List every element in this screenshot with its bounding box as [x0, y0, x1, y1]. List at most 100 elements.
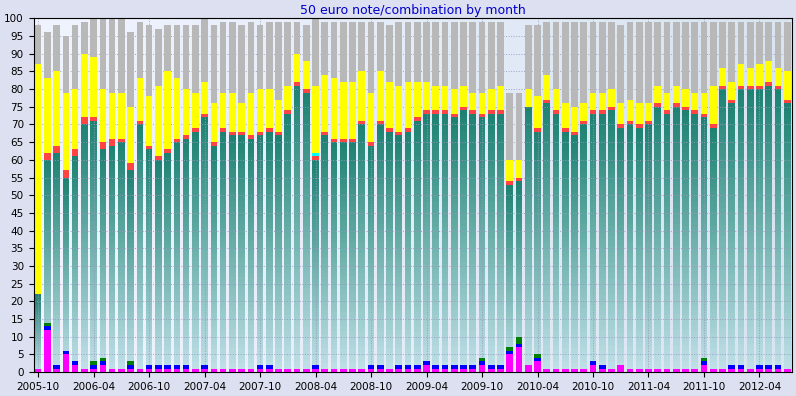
Bar: [738, 293, 744, 299]
Bar: [248, 246, 254, 251]
Bar: [562, 189, 568, 194]
Bar: [692, 243, 698, 248]
Bar: [266, 266, 273, 271]
Bar: [257, 197, 263, 202]
Bar: [534, 367, 540, 372]
Bar: [63, 170, 69, 177]
Bar: [312, 194, 319, 198]
Bar: [238, 258, 245, 263]
Bar: [100, 229, 106, 234]
Bar: [90, 231, 97, 236]
Bar: [331, 317, 338, 322]
Bar: [303, 154, 310, 160]
Bar: [544, 157, 550, 162]
Bar: [534, 151, 540, 156]
Bar: [53, 307, 60, 311]
Bar: [210, 223, 217, 227]
Bar: [322, 211, 328, 216]
Bar: [756, 361, 763, 366]
Bar: [386, 295, 393, 300]
Bar: [63, 294, 69, 298]
Bar: [44, 300, 51, 304]
Bar: [478, 255, 486, 260]
Bar: [488, 284, 494, 289]
Bar: [756, 236, 763, 242]
Bar: [238, 287, 245, 291]
Bar: [682, 241, 689, 246]
Bar: [442, 233, 448, 238]
Bar: [146, 154, 153, 158]
Bar: [636, 230, 642, 235]
Bar: [516, 204, 522, 208]
Bar: [525, 170, 532, 176]
Bar: [118, 358, 125, 363]
Bar: [294, 280, 300, 286]
Bar: [682, 293, 689, 299]
Bar: [516, 254, 522, 257]
Bar: [626, 293, 634, 298]
Bar: [682, 356, 689, 362]
Bar: [229, 310, 236, 315]
Bar: [756, 355, 763, 361]
Bar: [303, 221, 310, 227]
Bar: [331, 276, 338, 280]
Bar: [164, 170, 171, 175]
Bar: [728, 302, 735, 308]
Bar: [210, 182, 217, 187]
Bar: [738, 180, 744, 185]
Bar: [312, 215, 319, 219]
Bar: [626, 100, 634, 121]
Bar: [646, 343, 652, 347]
Bar: [544, 232, 550, 238]
Bar: [451, 114, 458, 117]
Bar: [552, 119, 560, 124]
Bar: [534, 314, 540, 319]
Bar: [673, 208, 680, 213]
Bar: [201, 306, 208, 311]
Bar: [396, 187, 402, 192]
Bar: [358, 323, 365, 327]
Bar: [784, 189, 790, 195]
Bar: [303, 344, 310, 350]
Bar: [284, 196, 291, 202]
Bar: [552, 279, 560, 284]
Bar: [470, 93, 476, 110]
Bar: [516, 276, 522, 280]
Bar: [63, 177, 69, 181]
Bar: [100, 261, 106, 265]
Bar: [146, 207, 153, 211]
Bar: [303, 244, 310, 249]
Bar: [470, 365, 476, 369]
Bar: [322, 131, 328, 135]
Bar: [470, 176, 476, 181]
Bar: [423, 160, 430, 166]
Bar: [220, 151, 226, 156]
Bar: [100, 216, 106, 221]
Bar: [654, 107, 661, 112]
Bar: [340, 358, 346, 363]
Bar: [174, 151, 180, 156]
Bar: [423, 367, 430, 372]
Bar: [414, 201, 420, 206]
Bar: [396, 353, 402, 358]
Bar: [210, 209, 217, 213]
Bar: [646, 352, 652, 357]
Bar: [377, 124, 384, 129]
Bar: [210, 103, 217, 142]
Bar: [544, 100, 550, 103]
Bar: [442, 217, 448, 222]
Bar: [775, 185, 782, 191]
Bar: [146, 256, 153, 261]
Bar: [506, 338, 513, 342]
Bar: [109, 164, 115, 168]
Bar: [618, 235, 624, 240]
Bar: [488, 259, 494, 264]
Bar: [646, 337, 652, 343]
Bar: [719, 230, 726, 236]
Bar: [100, 363, 106, 367]
Bar: [516, 223, 522, 227]
Bar: [377, 174, 384, 179]
Bar: [72, 165, 79, 169]
Bar: [201, 240, 208, 245]
Bar: [377, 159, 384, 164]
